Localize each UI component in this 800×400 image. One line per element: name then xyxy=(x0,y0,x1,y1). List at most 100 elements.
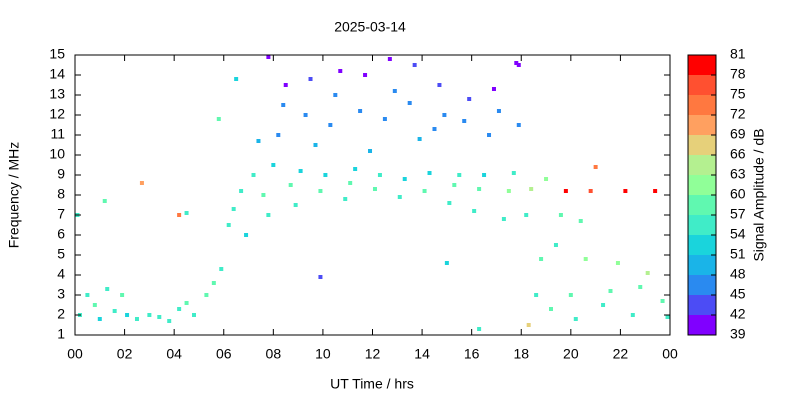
y-tick-label: 2 xyxy=(57,306,65,322)
data-point xyxy=(313,143,318,147)
data-point xyxy=(427,171,432,175)
x-tick-label: 20 xyxy=(563,346,579,362)
data-point xyxy=(167,319,172,323)
y-tick-label: 4 xyxy=(57,266,65,282)
colorbar-label: Signal Amplitude / dB xyxy=(751,128,767,261)
data-point xyxy=(226,223,231,227)
y-tick-label: 6 xyxy=(57,226,65,242)
x-tick-label: 00 xyxy=(67,346,83,362)
colorbar-band xyxy=(688,175,716,195)
data-point xyxy=(147,313,152,317)
colorbar-band xyxy=(688,75,716,95)
data-point xyxy=(276,133,281,137)
data-point xyxy=(211,281,216,285)
data-point xyxy=(184,301,189,305)
data-point xyxy=(501,217,506,221)
colorbar-band xyxy=(688,315,716,335)
colorbar-tick-label: 60 xyxy=(730,186,746,202)
data-point xyxy=(125,313,130,317)
x-tick-label: 04 xyxy=(166,346,182,362)
data-point xyxy=(102,199,107,203)
data-point xyxy=(177,307,182,311)
colorbar-band xyxy=(688,215,716,235)
data-point xyxy=(516,123,521,127)
data-point xyxy=(578,219,583,223)
x-axis-label: UT Time / hrs xyxy=(330,376,414,392)
data-point xyxy=(452,183,457,187)
colorbar-tick-label: 48 xyxy=(730,266,746,282)
colorbar-tick-label: 75 xyxy=(730,86,746,102)
data-point xyxy=(412,63,417,67)
data-point xyxy=(563,189,568,193)
y-tick-label: 5 xyxy=(57,246,65,262)
data-point xyxy=(615,261,620,265)
colorbar-tick-label: 72 xyxy=(730,106,746,122)
data-point xyxy=(343,197,348,201)
x-tick-label: 12 xyxy=(365,346,381,362)
data-point xyxy=(526,323,531,327)
data-point xyxy=(444,261,449,265)
data-point xyxy=(288,183,293,187)
data-point xyxy=(234,77,239,81)
data-point xyxy=(372,187,377,191)
colorbar-tick-label: 54 xyxy=(730,226,746,242)
y-tick-label: 8 xyxy=(57,186,65,202)
x-tick-label: 22 xyxy=(613,346,629,362)
data-point xyxy=(506,189,511,193)
x-tick-label: 00 xyxy=(662,346,678,362)
data-point xyxy=(534,293,539,297)
y-tick-label: 13 xyxy=(49,86,65,102)
data-point xyxy=(333,93,338,97)
y-axis-label: Frequency / MHz xyxy=(6,142,22,249)
data-point xyxy=(544,177,549,181)
data-point xyxy=(462,119,467,123)
y-tick-label: 3 xyxy=(57,286,65,302)
colorbar-tick-label: 69 xyxy=(730,126,746,142)
data-point xyxy=(601,303,606,307)
y-tick-label: 1 xyxy=(57,326,65,342)
x-tick-label: 18 xyxy=(513,346,529,362)
y-tick-label: 15 xyxy=(49,46,65,62)
data-point xyxy=(457,173,462,177)
colorbar-band xyxy=(688,115,716,135)
data-point xyxy=(261,193,266,197)
data-point xyxy=(432,127,437,131)
data-point xyxy=(482,173,487,177)
x-tick-label: 14 xyxy=(414,346,430,362)
y-tick-label: 7 xyxy=(57,206,65,222)
data-point xyxy=(271,163,276,167)
data-point xyxy=(392,89,397,93)
data-point xyxy=(583,257,588,261)
data-point xyxy=(266,213,271,217)
colorbar-tick-label: 45 xyxy=(730,286,746,302)
colorbar-tick-label: 42 xyxy=(730,306,746,322)
colorbar-band xyxy=(688,255,716,275)
chart-title: 2025-03-14 xyxy=(334,19,406,35)
colorbar-tick-label: 57 xyxy=(730,206,746,222)
data-point xyxy=(638,285,643,289)
colorbar-tick-label: 81 xyxy=(730,46,746,62)
colorbar-band xyxy=(688,155,716,175)
data-point xyxy=(442,113,447,117)
data-point xyxy=(85,293,90,297)
colorbar-band xyxy=(688,135,716,155)
data-point xyxy=(665,315,670,319)
data-point xyxy=(308,77,313,81)
data-point xyxy=(139,181,144,185)
data-point xyxy=(496,109,501,113)
data-point xyxy=(92,303,97,307)
data-point xyxy=(387,57,392,61)
plot-frame xyxy=(74,54,671,336)
y-tick-label: 14 xyxy=(49,66,65,82)
data-point xyxy=(216,117,221,121)
data-point xyxy=(511,171,516,175)
data-point xyxy=(472,209,477,213)
data-point xyxy=(219,267,224,271)
data-point xyxy=(477,187,482,191)
data-point xyxy=(177,213,182,217)
data-point xyxy=(402,177,407,181)
x-tick-label: 10 xyxy=(315,346,331,362)
data-point xyxy=(549,307,553,311)
data-point xyxy=(353,167,358,171)
